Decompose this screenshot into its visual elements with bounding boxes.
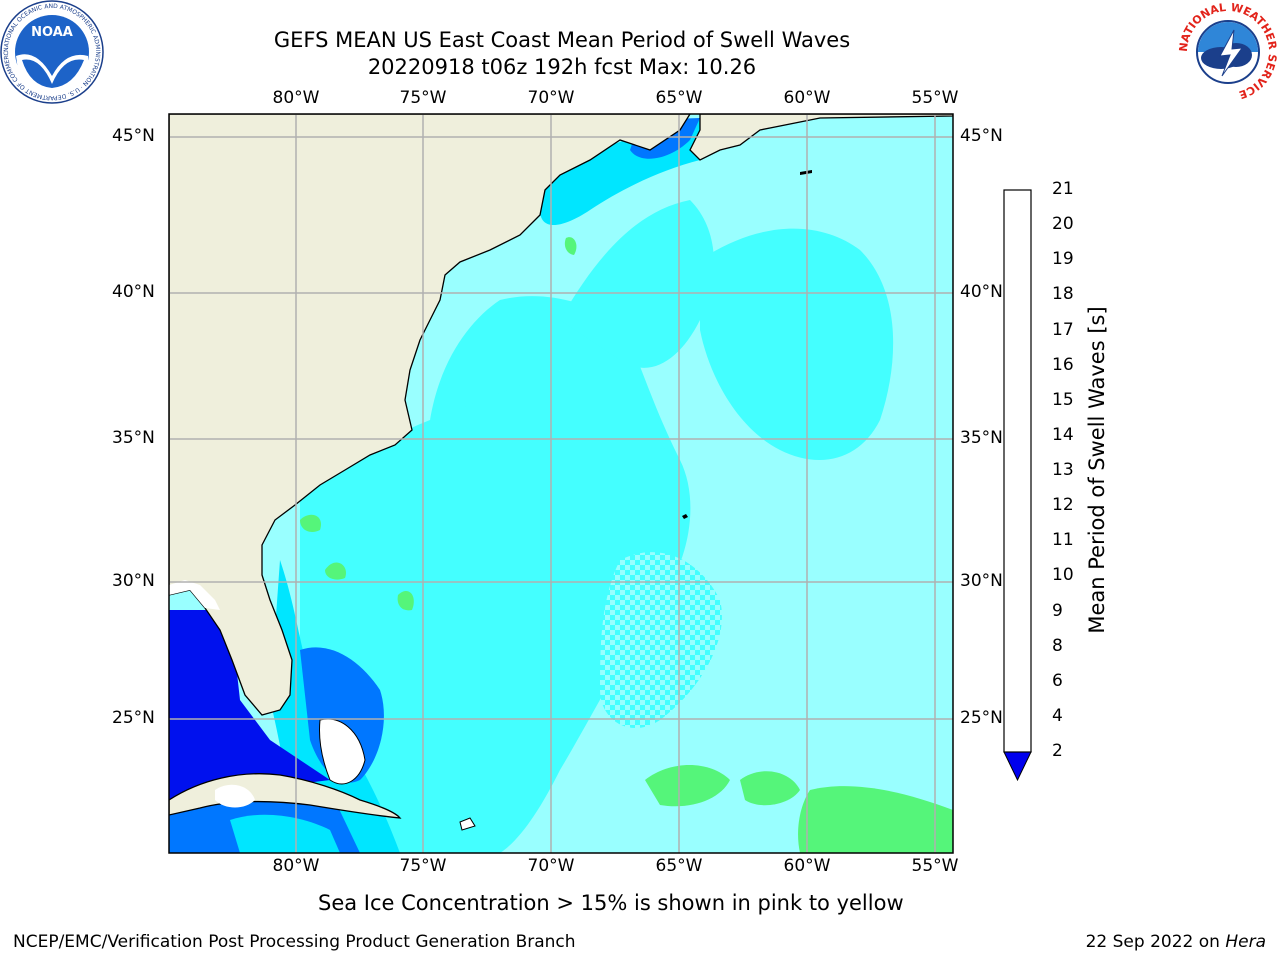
ocean-period-9-10-patch-1 bbox=[645, 765, 730, 807]
lat-label-right: 30°N bbox=[960, 571, 1003, 591]
land-nova-scotia bbox=[689, 114, 953, 161]
lat-label-left: 40°N bbox=[112, 282, 155, 302]
lon-label-top: 70°W bbox=[527, 88, 575, 108]
lon-label-top: 60°W bbox=[783, 88, 831, 108]
ocean-period-9-10-patch-6 bbox=[564, 237, 577, 255]
lon-label-bottom: 80°W bbox=[272, 856, 320, 876]
colorbar-tick-label: 20 bbox=[1052, 214, 1074, 235]
map-frame bbox=[168, 113, 954, 854]
colorbar-tick-label: 6 bbox=[1052, 670, 1063, 691]
island-hispaniola bbox=[459, 817, 476, 831]
ocean-period-9-10-patch-2 bbox=[740, 771, 800, 806]
sea-ice-note: Sea Ice Concentration > 15% is shown in … bbox=[318, 891, 904, 915]
lon-label-bottom: 75°W bbox=[399, 856, 447, 876]
lon-label-top: 80°W bbox=[272, 88, 320, 108]
ocean-period-mixed bbox=[600, 552, 722, 729]
lon-label-bottom: 60°W bbox=[783, 856, 831, 876]
lat-label-right: 45°N bbox=[960, 126, 1003, 146]
lon-label-bottom: 70°W bbox=[527, 856, 575, 876]
ocean-period-6-8-east bbox=[700, 228, 894, 460]
lon-label-top: 65°W bbox=[655, 88, 703, 108]
colorbar-tick-label: 8 bbox=[1052, 635, 1063, 656]
colorbar-frame bbox=[1003, 189, 1032, 753]
nodata-coast bbox=[169, 580, 220, 610]
colorbar-tick-label: 16 bbox=[1052, 354, 1074, 375]
gridlines bbox=[169, 114, 953, 853]
ocean-period-6-8-north bbox=[560, 200, 714, 368]
footer-date: 22 Sep 2022 on Hera bbox=[1086, 932, 1266, 952]
noaa-wordmark: NOAA bbox=[31, 25, 73, 40]
land-cuba bbox=[169, 773, 402, 819]
ocean-period-6-8-south bbox=[300, 370, 691, 853]
colorbar-title: Mean Period of Swell Waves [s] bbox=[1085, 306, 1109, 634]
lat-label-right: 25°N bbox=[960, 708, 1003, 728]
nws-logo: NATIONAL WEATHER SERVICE bbox=[1177, 1, 1279, 102]
lat-label-right: 35°N bbox=[960, 428, 1003, 448]
lat-label-left: 30°N bbox=[112, 571, 155, 591]
colorbar-tick-label: 21 bbox=[1052, 179, 1074, 199]
island-bermuda bbox=[682, 514, 688, 519]
lon-label-top: 55°W bbox=[911, 88, 959, 108]
island-sable bbox=[800, 170, 812, 175]
chart-subtitle: 20220918 t06z 192h fcst Max: 10.26 bbox=[367, 55, 757, 79]
footer-branch: NCEP/EMC/Verification Post Processing Pr… bbox=[13, 932, 576, 952]
ocean-period-9-10-patch-5 bbox=[397, 590, 414, 611]
ocean-period-below-2-gulf bbox=[169, 610, 330, 800]
lat-label-left: 25°N bbox=[112, 708, 155, 728]
colorbar-tick-label: 19 bbox=[1052, 249, 1074, 270]
ocean-period-9-10-patch-4 bbox=[325, 562, 346, 580]
ocean-period-9-10-southeast bbox=[798, 786, 953, 853]
colorbar-tick-label: 4 bbox=[1052, 705, 1063, 726]
colorbar-tick-label: 2 bbox=[1052, 741, 1063, 761]
lat-label-left: 35°N bbox=[112, 428, 155, 448]
colorbar-tick-label: 15 bbox=[1052, 389, 1074, 410]
footer-date-text: 22 Sep 2022 on bbox=[1085, 932, 1226, 952]
colorbar-tick-label: 12 bbox=[1052, 495, 1074, 516]
lon-label-top: 75°W bbox=[399, 88, 447, 108]
colorbar-under-arrow bbox=[1003, 751, 1032, 782]
colorbar bbox=[1003, 189, 1032, 782]
chart-title: GEFS MEAN US East Coast Mean Period of S… bbox=[273, 28, 851, 52]
lon-label-bottom: 65°W bbox=[655, 856, 703, 876]
nodata-cuba bbox=[215, 784, 255, 808]
ocean-period-9-10-patch-3 bbox=[300, 514, 321, 532]
colorbar-tick-label: 18 bbox=[1052, 284, 1074, 305]
colorbar-tick-label: 17 bbox=[1052, 319, 1074, 340]
nodata-bahamas bbox=[319, 718, 366, 785]
colorbar-tick-label: 10 bbox=[1052, 565, 1074, 586]
lat-label-left: 45°N bbox=[112, 126, 155, 146]
colorbar-tick-label: 9 bbox=[1052, 600, 1063, 621]
lon-label-bottom: 55°W bbox=[911, 856, 959, 876]
lat-label-right: 40°N bbox=[960, 282, 1003, 302]
ocean-period-4-6-caribbean bbox=[230, 814, 340, 853]
colorbar-tick-label: 14 bbox=[1052, 424, 1074, 445]
land-north-america bbox=[169, 114, 691, 716]
footer-host: Hera bbox=[1225, 932, 1266, 952]
noaa-logo: NATIONAL OCEANIC AND ATMOSPHERIC ADMINIS… bbox=[0, 0, 104, 104]
colorbar-tick-label: 11 bbox=[1052, 530, 1074, 551]
colorbar-tick-label: 13 bbox=[1052, 460, 1074, 480]
